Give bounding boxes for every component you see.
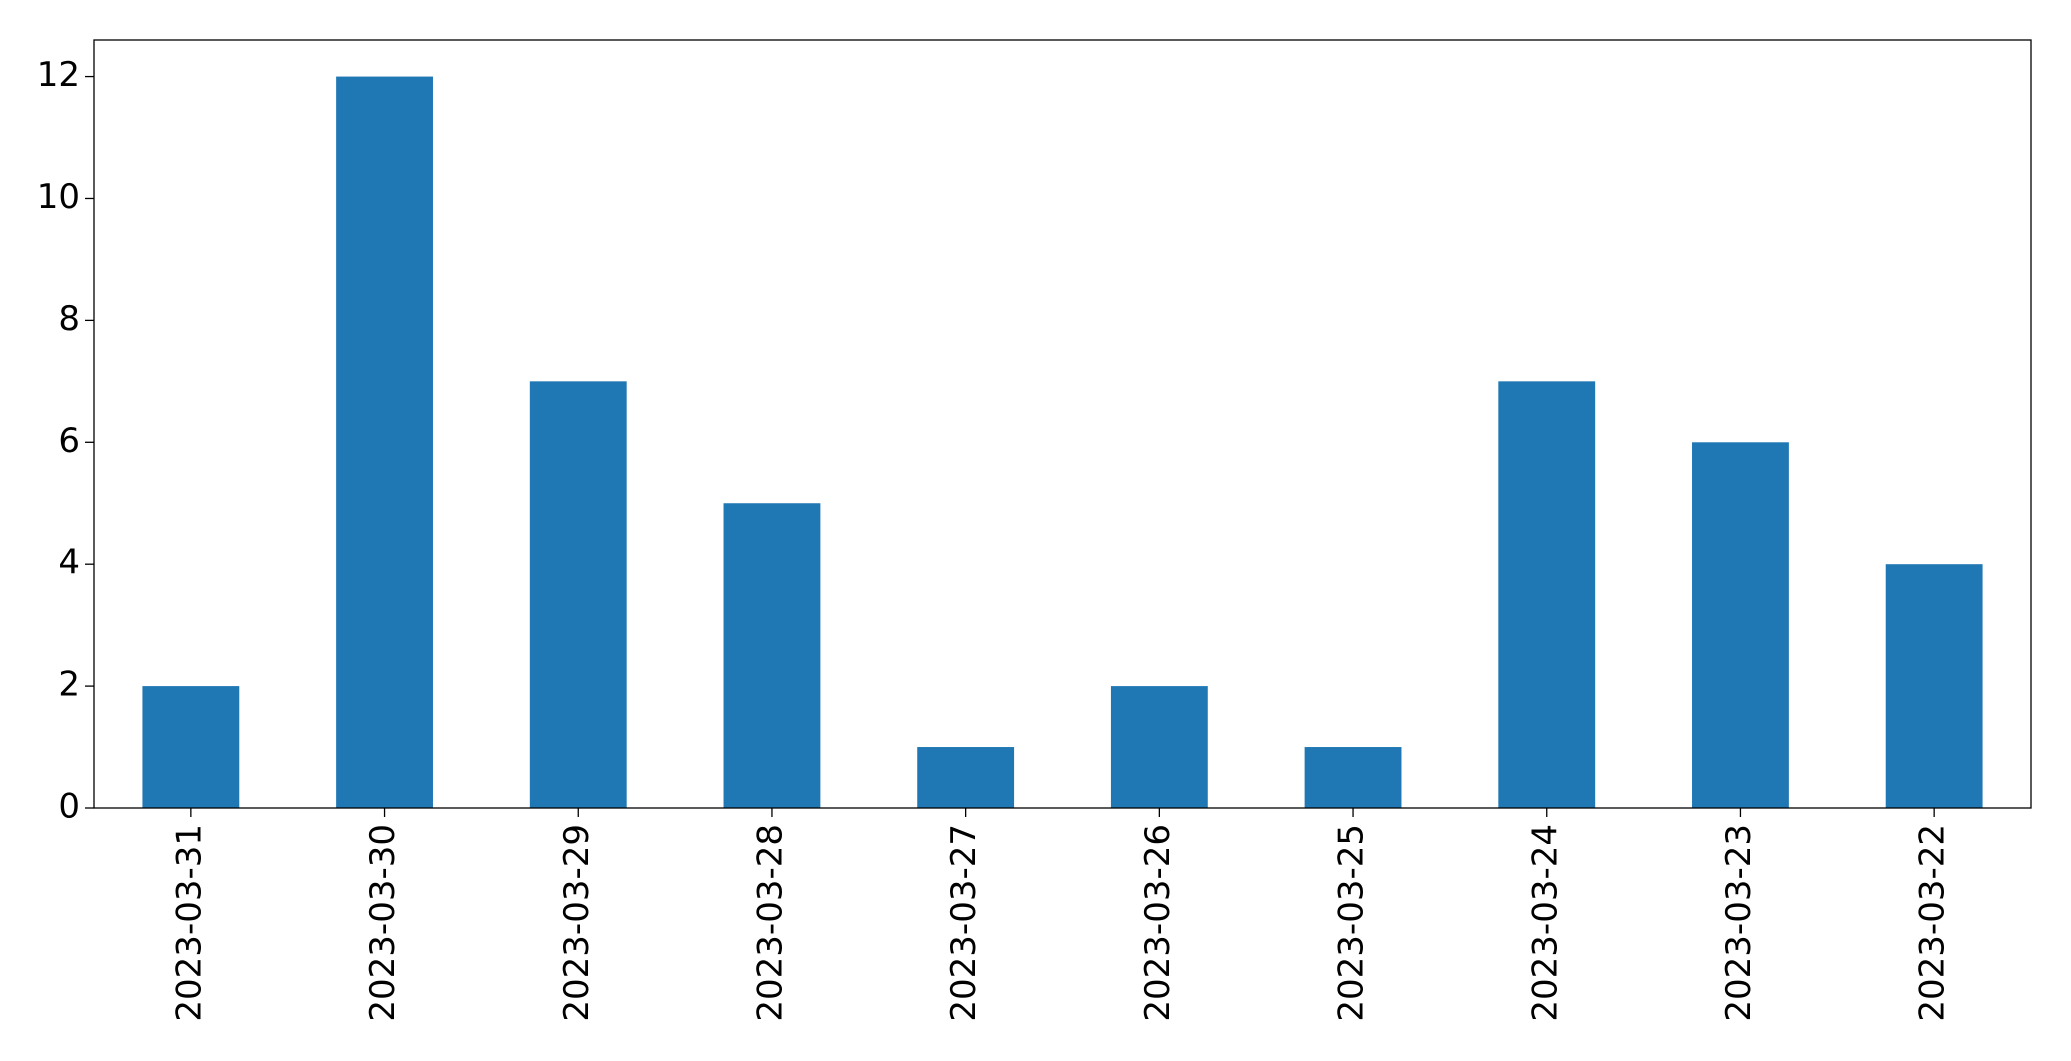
y-tick-label: 12	[37, 55, 80, 95]
bar	[529, 381, 627, 808]
y-tick-label: 8	[58, 299, 80, 339]
y-tick-label: 10	[37, 177, 80, 217]
plot-frame	[93, 39, 2032, 809]
x-tick-label: 2023-03-27	[944, 824, 984, 1022]
bar	[336, 76, 433, 809]
x-tick-label: 2023-03-23	[1719, 824, 1759, 1022]
bar	[1692, 442, 1789, 808]
bar	[1110, 686, 1208, 808]
bar	[142, 686, 240, 808]
x-tick-label: 2023-03-24	[1525, 824, 1565, 1022]
y-tick-label: 0	[58, 787, 80, 827]
y-tick-label: 4	[58, 543, 80, 583]
x-tick-label: 2023-03-26	[1138, 824, 1178, 1022]
y-tick-label: 2	[58, 665, 80, 705]
x-tick-label: 2023-03-31	[169, 824, 209, 1022]
bar	[1498, 381, 1596, 808]
x-tick-label: 2023-03-25	[1332, 824, 1372, 1022]
y-tick-label: 6	[58, 421, 80, 461]
x-tick-label: 2023-03-22	[1913, 824, 1953, 1022]
x-tick-label: 2023-03-28	[750, 824, 790, 1022]
bar	[917, 747, 1015, 808]
x-tick-label: 2023-03-29	[557, 824, 597, 1022]
bar	[723, 503, 821, 808]
x-tick-label: 2023-03-30	[363, 824, 403, 1022]
bar	[1304, 747, 1402, 808]
bar	[1885, 564, 1983, 808]
